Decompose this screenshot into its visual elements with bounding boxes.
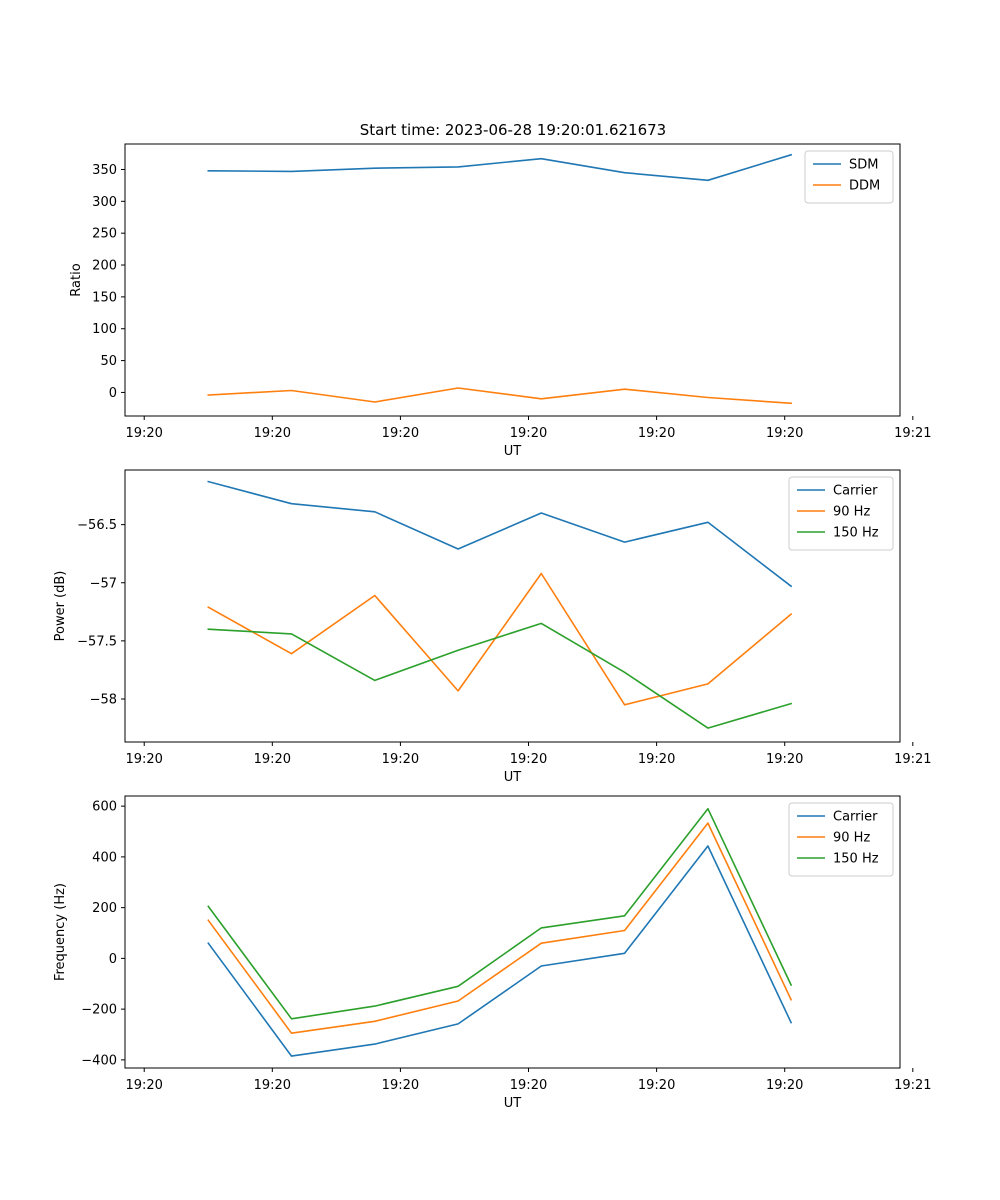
y-tick-label: 0: [109, 386, 117, 401]
legend: SDM DDM: [804, 150, 894, 204]
y-axis-label: Power (dB): [53, 571, 68, 642]
x-tick-label: 19:20: [766, 426, 803, 441]
series-line-90-hz: [207, 572, 793, 706]
series-line-150-hz: [207, 807, 793, 1020]
series-line-carrier: [207, 845, 793, 1057]
legend-entry: 150 Hz: [833, 526, 879, 541]
x-axis-label: UT: [504, 1096, 522, 1111]
x-tick-label: 19:20: [125, 752, 162, 767]
x-tick-label: 19:20: [254, 426, 291, 441]
axes-frame: [124, 143, 901, 417]
y-tick-label: −57: [90, 576, 117, 591]
x-tick-label: 19:20: [254, 752, 291, 767]
y-tick-label: 200: [92, 259, 117, 274]
y-tick-label: −57.5: [77, 634, 117, 649]
legend-entry: DDM: [849, 179, 880, 194]
figure-title: Start time: 2023-06-28 19:20:01.621673: [360, 121, 666, 139]
series-line-ddm: [207, 387, 792, 405]
x-tick-label: 19:20: [125, 1078, 162, 1093]
x-tick-label: 19:21: [894, 1078, 931, 1093]
y-tick-label: 200: [92, 901, 117, 916]
legend-entry: 90 Hz: [833, 505, 870, 520]
x-tick-label: 19:20: [254, 1078, 291, 1093]
y-tick-label: −58: [90, 692, 117, 707]
y-tick-label: 100: [92, 322, 117, 337]
y-tick-label: −56.5: [77, 518, 117, 533]
x-tick-label: 19:20: [382, 752, 419, 767]
panel-3: 19:20 19:20 19:20 19:20 19:20 19:20 19:21 600 40…: [53, 795, 932, 1111]
panel-1: 19:20 19:20 19:20 19:20 19:20 19:20 19:21 0 50 10…: [69, 143, 932, 459]
x-tick-label: 19:20: [638, 752, 675, 767]
x-tick-label: 19:21: [894, 426, 931, 441]
legend-entry: SDM: [849, 158, 878, 173]
x-tick-label: 19:20: [766, 752, 803, 767]
x-tick-label: 19:20: [638, 1078, 675, 1093]
axes-frame: [124, 795, 901, 1069]
panel-2: 19:20 19:20 19:20 19:20 19:20 19:20 19:21 −56.5…: [53, 469, 932, 785]
y-tick-label: 250: [92, 227, 117, 242]
series-line-sdm: [207, 153, 793, 182]
y-tick-label: 400: [92, 850, 117, 865]
x-tick-label: 19:20: [766, 1078, 803, 1093]
series-line-carrier: [207, 480, 793, 588]
legend: Carrier 90 Hz 150 Hz: [788, 476, 894, 551]
legend-entry: Carrier: [833, 810, 878, 825]
x-tick-label: 19:20: [510, 1078, 547, 1093]
legend-entry: 90 Hz: [833, 831, 870, 846]
x-axis-label: UT: [504, 770, 522, 785]
x-tick-label: 19:20: [382, 426, 419, 441]
x-axis-label: UT: [504, 444, 522, 459]
axes-frame: [124, 469, 901, 743]
legend-entry: Carrier: [833, 484, 878, 499]
y-axis-label: Ratio: [69, 263, 84, 296]
y-tick-label: −200: [81, 1003, 117, 1018]
y-tick-label: 0: [109, 952, 117, 967]
x-tick-label: 19:20: [382, 1078, 419, 1093]
y-axis-label: Frequency (Hz): [53, 883, 68, 981]
x-tick-label: 19:20: [510, 752, 547, 767]
x-tick-label: 19:20: [125, 426, 162, 441]
legend: Carrier 90 Hz 150 Hz: [788, 802, 894, 877]
x-tick-label: 19:20: [510, 426, 547, 441]
y-tick-label: 150: [92, 290, 117, 305]
y-tick-label: 300: [92, 195, 117, 210]
y-tick-label: 600: [92, 800, 117, 815]
y-tick-label: 50: [100, 354, 117, 369]
y-tick-label: 350: [92, 163, 117, 178]
legend-entry: 150 Hz: [833, 852, 879, 867]
x-tick-label: 19:20: [638, 426, 675, 441]
series-line-150-hz: [207, 622, 793, 729]
y-tick-label: −400: [81, 1053, 117, 1068]
x-tick-label: 19:21: [894, 752, 931, 767]
series-line-90-hz: [207, 822, 793, 1034]
